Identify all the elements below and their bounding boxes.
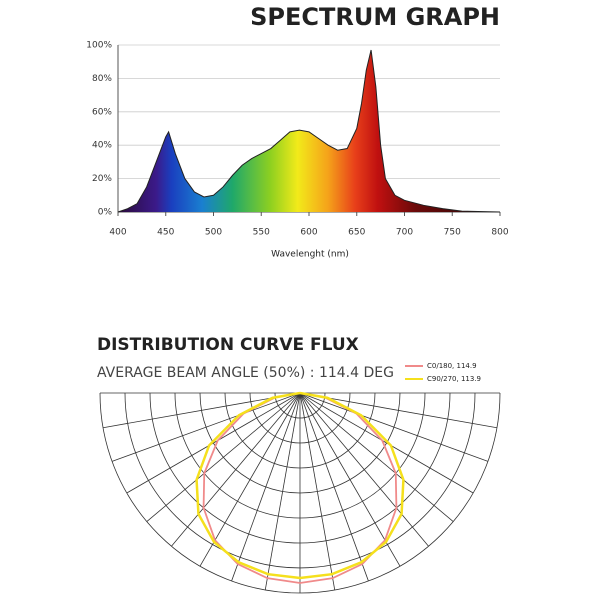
polar-spoke — [146, 392, 301, 522]
y-tick-label: 80% — [92, 74, 112, 84]
polar-spoke — [299, 392, 454, 522]
y-tick-label: 100% — [86, 41, 112, 51]
y-tick-label: 0% — [98, 208, 113, 218]
x-tick-label: 600 — [300, 228, 317, 238]
polar-spoke — [299, 392, 429, 547]
polar-spoke — [299, 392, 336, 591]
polar-curve — [195, 391, 405, 580]
polar-spoke — [299, 392, 498, 429]
x-tick-label: 650 — [348, 228, 365, 238]
x-tick-label: 700 — [396, 228, 413, 238]
spectrum-title: SPECTRUM GRAPH — [250, 3, 500, 31]
polar-spoke — [126, 392, 301, 494]
y-tick-label: 60% — [92, 107, 112, 117]
polar-spoke — [231, 392, 301, 582]
spectrum-area — [118, 50, 500, 213]
x-tick-label: 450 — [157, 228, 174, 238]
polar-spoke — [102, 392, 301, 429]
polar-spoke — [199, 392, 301, 567]
polar-spoke — [299, 392, 369, 582]
x-axis-label: Wavelenght (nm) — [271, 250, 349, 260]
polar-curve — [202, 392, 398, 584]
polar-spoke — [299, 392, 489, 462]
legend-label: C90/270, 113.9 — [427, 375, 481, 383]
polar-spoke — [299, 392, 401, 567]
legend-label: C0/180, 114.9 — [427, 362, 477, 370]
polar-spoke — [111, 392, 301, 462]
polar-spoke — [171, 392, 301, 547]
x-tick-label: 500 — [205, 228, 222, 238]
polar-spoke — [264, 392, 301, 591]
x-tick-label: 800 — [491, 228, 508, 238]
x-tick-label: 750 — [444, 228, 461, 238]
y-tick-label: 20% — [92, 174, 112, 184]
spectrum-line — [117, 49, 501, 213]
x-tick-label: 400 — [109, 228, 126, 238]
polar-title: DISTRIBUTION CURVE FLUX — [97, 335, 359, 355]
y-tick-label: 40% — [92, 141, 112, 151]
polar-subtitle: AVERAGE BEAM ANGLE (50%) : 114.4 DEG — [97, 365, 394, 381]
polar-spoke — [299, 392, 474, 494]
x-tick-label: 550 — [253, 228, 270, 238]
